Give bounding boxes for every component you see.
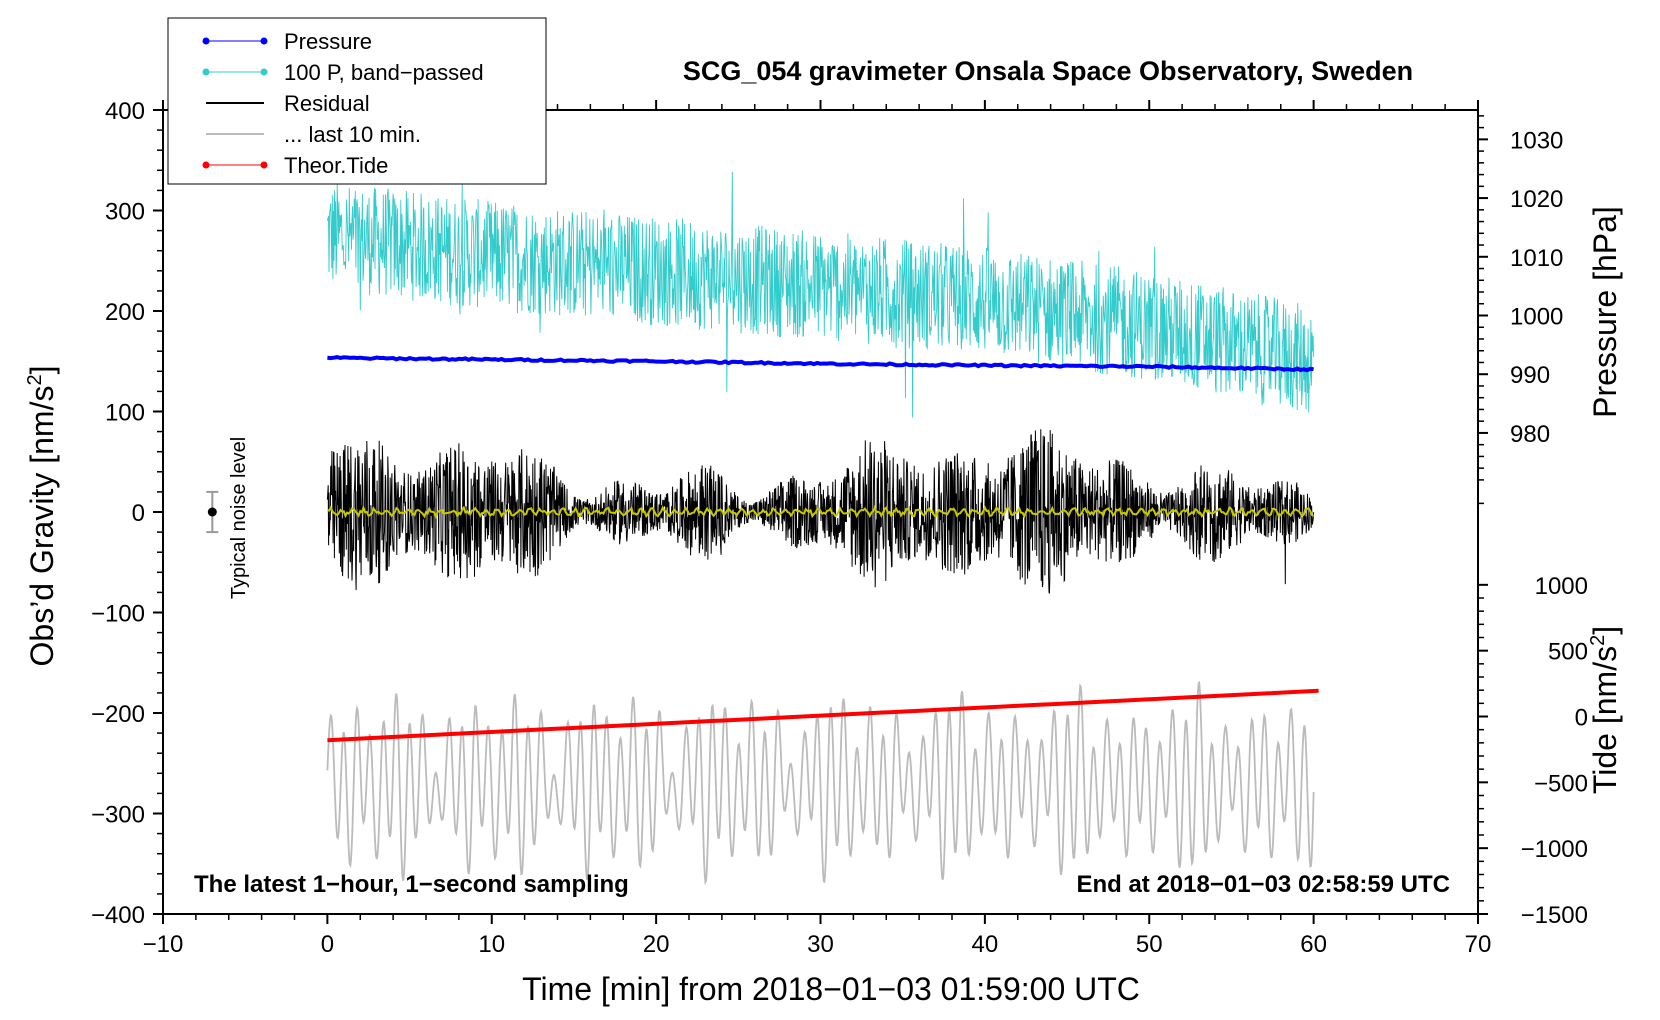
- legend-marker: [202, 161, 210, 169]
- legend-label: Theor.Tide: [284, 153, 388, 178]
- footer-right: End at 2018−01−03 02:58:59 UTC: [1076, 871, 1450, 898]
- y-axis-label-gravity: Obs’d Gravity [nm/s2]: [24, 366, 60, 667]
- y-axis-label-gravity-text: Obs’d Gravity [nm/s: [24, 386, 60, 667]
- x-tick-label: −10: [143, 931, 184, 958]
- chart-title: SCG_054 gravimeter Onsala Space Observat…: [683, 56, 1413, 86]
- series-residual-line: [326, 429, 1315, 594]
- pressure-tick-label: 1000: [1510, 304, 1563, 331]
- noise-dot: [207, 507, 217, 517]
- legend-label: Residual: [284, 91, 370, 116]
- series-group: [326, 171, 1319, 886]
- tide-tick-label: 500: [1548, 639, 1588, 666]
- y-axis-label-tide: Tide [nm/s2]: [1587, 626, 1623, 794]
- legend-marker: [202, 68, 210, 76]
- pressure-tick-label: 1020: [1510, 186, 1563, 213]
- legend-marker: [202, 37, 210, 45]
- y-tick-label: 300: [105, 199, 145, 226]
- x-tick-label: 30: [807, 931, 834, 958]
- legend-box: [167, 17, 547, 185]
- x-tick-label: 40: [972, 931, 999, 958]
- y-tick-label: 200: [105, 299, 145, 326]
- x-tick-label: 0: [321, 931, 334, 958]
- y-tick-label: −100: [91, 601, 145, 628]
- x-tick-label: 10: [478, 931, 505, 958]
- footer-left: The latest 1−hour, 1−second sampling: [194, 871, 629, 898]
- y-tick-label: 100: [105, 400, 145, 427]
- y-axis-label-pressure: Pressure [hPa]: [1587, 206, 1623, 418]
- y-tick-label: −200: [91, 701, 145, 728]
- x-tick-label: 20: [643, 931, 670, 958]
- y-axis-label-gravity-end: ]: [24, 366, 60, 375]
- y-axis-label-tide-sup: 2: [1587, 635, 1609, 646]
- pressure-tick-label: 990: [1510, 362, 1550, 389]
- legend-marker: [260, 68, 268, 76]
- tide-tick-label: −1500: [1521, 902, 1588, 929]
- legend-marker: [260, 161, 268, 169]
- x-tick-label: 70: [1465, 931, 1492, 958]
- y-axis-label-tide-end: ]: [1587, 626, 1623, 635]
- ticks-group: −10 0 10 20 30 40 50 60 704003002001000−100−200−…: [91, 98, 1588, 958]
- y-tick-label: 0: [132, 500, 145, 527]
- legend-label: 100 P, band−passed: [284, 60, 484, 85]
- y-axis-label-gravity-sup: 2: [24, 374, 46, 385]
- legend: Pressure 100 P, band−passed Residual ... la…: [167, 17, 547, 185]
- pressure-tick-label: 1010: [1510, 245, 1563, 272]
- series-last10-line: [326, 680, 1315, 886]
- legend-label: Pressure: [284, 29, 372, 54]
- legend-label: ... last 10 min.: [284, 122, 421, 147]
- series-pressure-line: [327, 355, 1314, 373]
- x-axis-label: Time [min] from 2018−01−03 01:59:00 UTC: [522, 971, 1140, 1007]
- tide-tick-label: 1000: [1535, 573, 1588, 600]
- y-tick-label: −300: [91, 802, 145, 829]
- y-tick-label: −400: [91, 902, 145, 929]
- series-tide-line: [327, 688, 1319, 743]
- series-bandpassed-line: [326, 171, 1315, 418]
- pressure-tick-label: 1030: [1510, 127, 1563, 154]
- legend-marker: [260, 37, 268, 45]
- tide-tick-label: 0: [1575, 705, 1588, 732]
- y-tick-label: 400: [105, 98, 145, 125]
- noise-label: Typical noise level: [228, 437, 250, 599]
- pressure-tick-label: 980: [1510, 421, 1550, 448]
- series-residual-smoothed-line: [327, 505, 1314, 520]
- tide-tick-label: −1000: [1521, 836, 1588, 863]
- noise-marker: [206, 490, 219, 534]
- y-axis-label-tide-text: Tide [nm/s: [1587, 646, 1623, 794]
- x-tick-label: 60: [1300, 931, 1327, 958]
- tide-tick-label: −500: [1534, 770, 1588, 797]
- x-tick-label: 50: [1136, 931, 1163, 958]
